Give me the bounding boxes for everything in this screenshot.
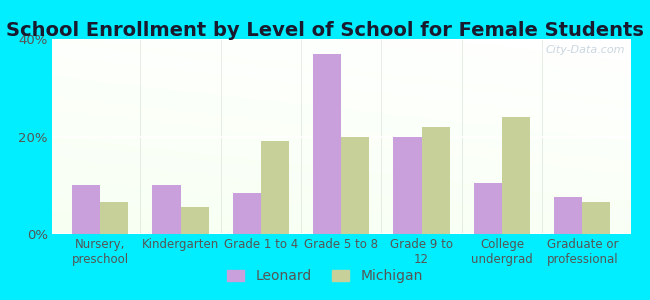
Bar: [261, 141, 289, 234]
Legend: Leonard, Michigan: Leonard, Michigan: [220, 262, 430, 290]
Bar: [422, 127, 450, 234]
Text: City-Data.com: City-Data.com: [545, 45, 625, 55]
Bar: [181, 207, 209, 234]
Bar: [313, 54, 341, 234]
Bar: [502, 117, 530, 234]
Bar: [341, 136, 369, 234]
Bar: [72, 185, 100, 234]
Text: School Enrollment by Level of School for Female Students: School Enrollment by Level of School for…: [6, 21, 644, 40]
Bar: [153, 185, 181, 234]
Bar: [233, 193, 261, 234]
Bar: [474, 183, 502, 234]
Bar: [100, 202, 128, 234]
Bar: [393, 136, 422, 234]
Bar: [582, 202, 610, 234]
Bar: [554, 197, 582, 234]
